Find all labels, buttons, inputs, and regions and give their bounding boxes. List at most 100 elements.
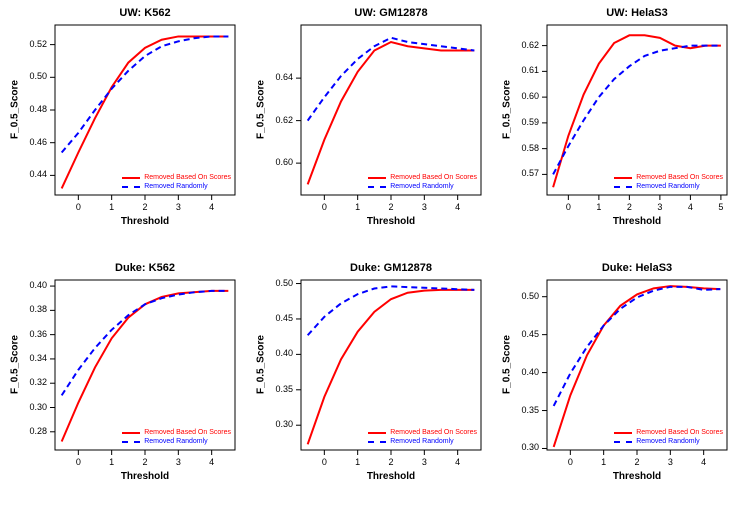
xtick-label: 1: [348, 457, 368, 467]
ylabel: F_0.5_Score: [256, 280, 267, 450]
ylabel: F_0.5_Score: [502, 280, 513, 450]
ytick-label: 0.52: [29, 39, 47, 49]
panel-4: Duke: GM12878012340.300.350.400.450.50Th…: [246, 255, 492, 510]
legend-item: Removed Based On Scores: [122, 429, 231, 437]
xtick-label: 4: [202, 457, 222, 467]
ytick-label: 0.38: [29, 304, 47, 314]
xtick-label: 0: [314, 457, 334, 467]
xtick-label: 4: [448, 457, 468, 467]
legend: Removed Based On ScoresRemoved Randomly: [122, 429, 231, 446]
legend-item: Removed Based On Scores: [614, 174, 723, 182]
xtick-label: 0: [560, 457, 580, 467]
legend-item: Removed Based On Scores: [614, 429, 723, 437]
xlabel: Threshold: [55, 471, 235, 482]
ytick-label: 0.40: [275, 348, 293, 358]
legend-item: Removed Based On Scores: [368, 174, 477, 182]
legend-label: Removed Based On Scores: [390, 174, 477, 182]
xtick-label: 3: [414, 457, 434, 467]
panel-0: UW: K562012340.440.460.480.500.52Thresho…: [0, 0, 246, 255]
panel-1: UW: GM12878012340.600.620.64ThresholdF_0…: [246, 0, 492, 255]
xtick-label: 4: [680, 202, 700, 212]
ytick-label: 0.58: [521, 143, 539, 153]
panel-3: Duke: K562012340.280.300.320.340.360.380…: [0, 255, 246, 510]
ytick-label: 0.44: [29, 169, 47, 179]
xtick-label: 5: [711, 202, 731, 212]
xtick-label: 2: [381, 202, 401, 212]
ytick-label: 0.64: [275, 72, 293, 82]
series-line: [553, 35, 721, 187]
legend-swatch: [122, 432, 140, 434]
legend-swatch: [368, 441, 386, 443]
plot-frame: [55, 25, 235, 195]
xlabel: Threshold: [547, 471, 727, 482]
ytick-label: 0.30: [521, 442, 539, 452]
xtick-label: 1: [348, 202, 368, 212]
legend-label: Removed Based On Scores: [144, 429, 231, 437]
ytick-label: 0.61: [521, 65, 539, 75]
panel-5: Duke: HelaS3012340.300.350.400.450.50Thr…: [492, 255, 738, 510]
series-line: [308, 42, 475, 184]
ytick-label: 0.28: [29, 426, 47, 436]
ytick-label: 0.57: [521, 168, 539, 178]
xlabel: Threshold: [547, 216, 727, 227]
xtick-label: 3: [168, 202, 188, 212]
ytick-label: 0.40: [521, 367, 539, 377]
legend-swatch: [368, 177, 386, 179]
legend-label: Removed Based On Scores: [390, 429, 477, 437]
series-line: [554, 287, 721, 406]
series-line: [308, 290, 475, 444]
xlabel: Threshold: [55, 216, 235, 227]
ytick-label: 0.45: [521, 329, 539, 339]
legend-swatch: [122, 441, 140, 443]
ytick-label: 0.35: [521, 405, 539, 415]
legend-swatch: [614, 186, 632, 188]
ytick-label: 0.34: [29, 353, 47, 363]
legend-label: Removed Randomly: [390, 183, 453, 191]
legend: Removed Based On ScoresRemoved Randomly: [614, 429, 723, 446]
legend-item: Removed Randomly: [614, 183, 723, 191]
panel-2: UW: HelaS30123450.570.580.590.600.610.62…: [492, 0, 738, 255]
xtick-label: 3: [168, 457, 188, 467]
legend-swatch: [614, 441, 632, 443]
figure: UW: K562012340.440.460.480.500.52Thresho…: [0, 0, 739, 511]
legend-swatch: [122, 186, 140, 188]
series-line: [62, 291, 229, 395]
plot-frame: [301, 280, 481, 450]
xtick-label: 1: [589, 202, 609, 212]
ytick-label: 0.36: [29, 329, 47, 339]
legend: Removed Based On ScoresRemoved Randomly: [122, 174, 231, 191]
xtick-label: 2: [627, 457, 647, 467]
plot-frame: [547, 25, 727, 195]
legend-swatch: [614, 177, 632, 179]
legend-swatch: [122, 177, 140, 179]
legend-label: Removed Randomly: [144, 183, 207, 191]
legend-item: Removed Randomly: [614, 438, 723, 446]
xtick-label: 2: [135, 457, 155, 467]
ytick-label: 0.30: [275, 419, 293, 429]
ylabel: F_0.5_Score: [10, 280, 21, 450]
xtick-label: 0: [68, 202, 88, 212]
xtick-label: 2: [619, 202, 639, 212]
ytick-label: 0.50: [29, 71, 47, 81]
ytick-label: 0.50: [275, 278, 293, 288]
legend-item: Removed Randomly: [122, 183, 231, 191]
ylabel: F_0.5_Score: [502, 25, 513, 195]
xtick-label: 0: [314, 202, 334, 212]
ytick-label: 0.46: [29, 137, 47, 147]
xtick-label: 4: [448, 202, 468, 212]
ytick-label: 0.50: [521, 291, 539, 301]
legend-swatch: [368, 186, 386, 188]
ytick-label: 0.35: [275, 384, 293, 394]
xtick-label: 0: [68, 457, 88, 467]
legend-label: Removed Based On Scores: [636, 174, 723, 182]
legend: Removed Based On ScoresRemoved Randomly: [368, 429, 477, 446]
xtick-label: 1: [102, 457, 122, 467]
legend-label: Removed Randomly: [390, 438, 453, 446]
legend-label: Removed Based On Scores: [144, 174, 231, 182]
legend-item: Removed Based On Scores: [122, 174, 231, 182]
xtick-label: 2: [381, 457, 401, 467]
legend-item: Removed Randomly: [368, 183, 477, 191]
series-line: [308, 286, 475, 335]
legend-swatch: [368, 432, 386, 434]
legend: Removed Based On ScoresRemoved Randomly: [368, 174, 477, 191]
